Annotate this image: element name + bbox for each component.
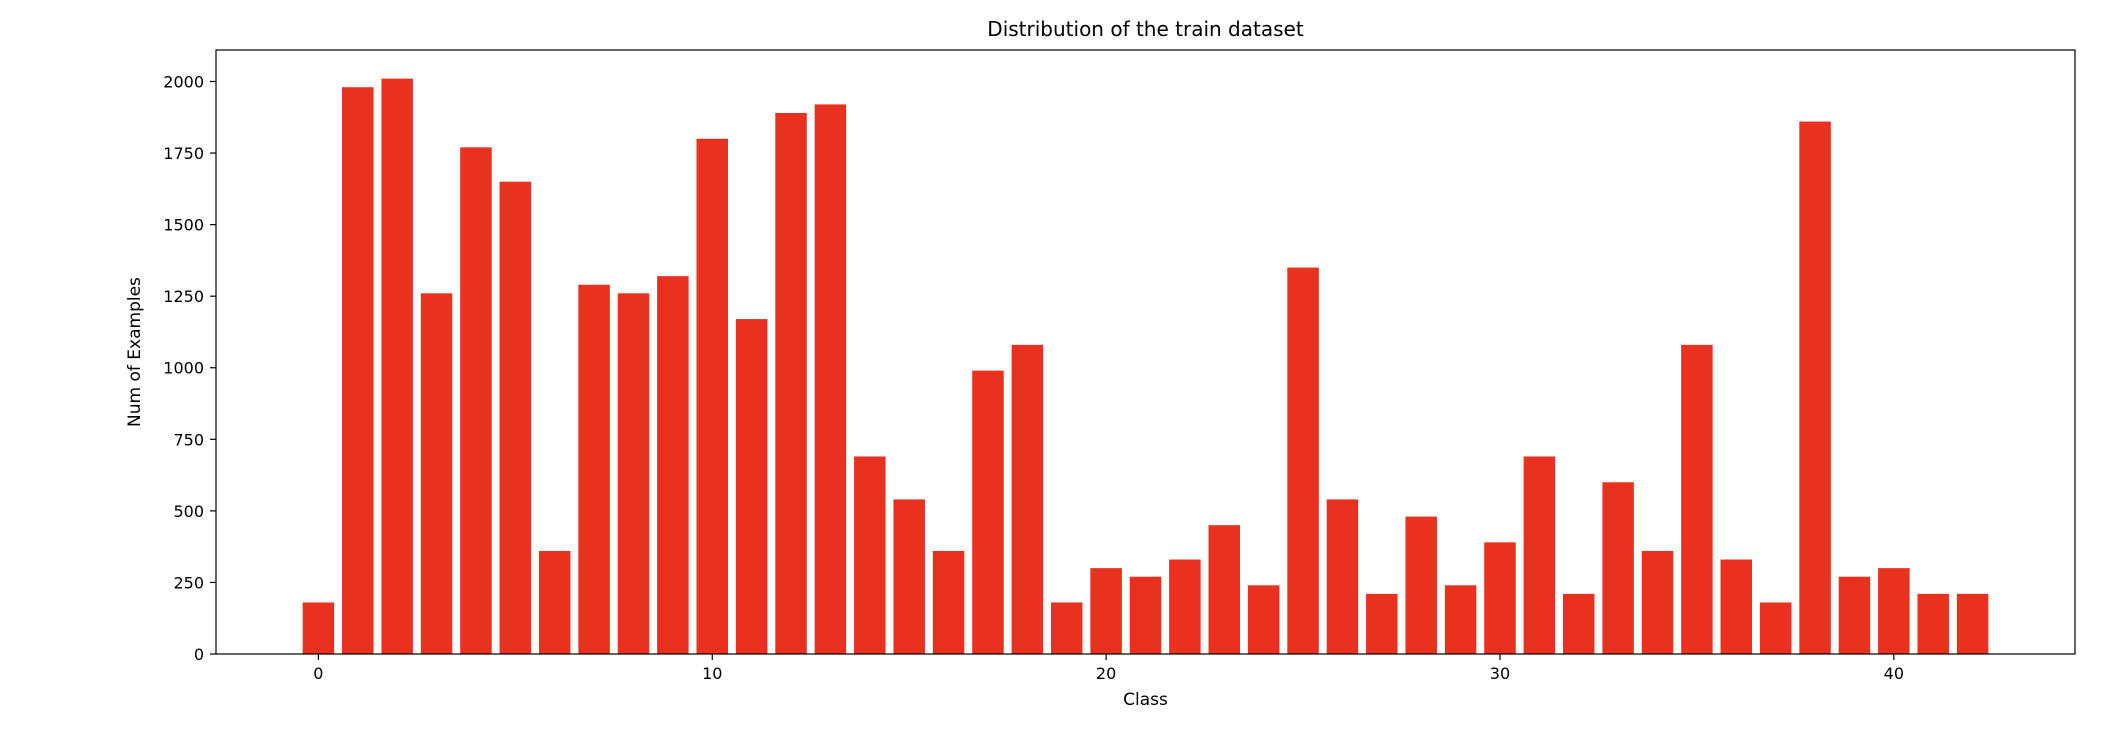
x-tick-label: 30 <box>1490 664 1510 683</box>
bar <box>1917 593 1949 654</box>
bar <box>1759 602 1792 654</box>
bar <box>1641 550 1674 654</box>
bar <box>1562 593 1595 654</box>
bar <box>342 87 374 655</box>
bar <box>1523 456 1556 654</box>
bar <box>1484 542 1516 654</box>
y-tick-label: 250 <box>173 573 204 592</box>
bar <box>1799 121 1831 655</box>
bar <box>538 550 571 654</box>
y-axis-title: Num of Examples <box>125 277 145 427</box>
bar <box>814 104 847 655</box>
y-tick-label: 1500 <box>163 216 204 235</box>
bar <box>460 147 492 654</box>
plot-frame <box>215 49 2076 655</box>
bar <box>1247 585 1280 654</box>
x-axis-ticks: 0 10 20 30 40 <box>313 654 1904 683</box>
bar <box>696 138 729 655</box>
bar <box>775 112 807 654</box>
bar <box>1720 559 1753 654</box>
bar <box>1956 593 1989 654</box>
bar <box>735 319 768 654</box>
bar <box>617 293 650 654</box>
x-tick-label: 0 <box>313 664 323 683</box>
bar <box>1050 602 1083 654</box>
y-tick-label: 1000 <box>163 359 204 378</box>
bar <box>972 370 1004 654</box>
bar <box>1090 568 1122 654</box>
bar <box>893 499 925 654</box>
bar <box>1444 585 1477 654</box>
bar <box>1878 568 1910 654</box>
x-tick-label: 20 <box>1096 664 1116 683</box>
bar <box>1169 559 1201 654</box>
bar <box>1681 344 1713 654</box>
bar <box>302 602 335 654</box>
bar <box>1011 344 1044 654</box>
bar <box>932 550 965 654</box>
y-tick-label: 500 <box>173 502 204 521</box>
bar <box>1838 576 1871 654</box>
y-axis-ticks: 0 250 500 750 1000 1250 1500 1750 2000 <box>163 72 216 664</box>
x-tick-label: 10 <box>702 664 722 683</box>
bar <box>1129 576 1162 654</box>
y-tick-label: 1250 <box>163 287 204 306</box>
bar <box>420 293 453 654</box>
bar <box>854 456 886 654</box>
bar <box>1366 593 1398 654</box>
bars <box>302 78 1989 655</box>
bar <box>499 181 532 654</box>
bar <box>1326 499 1359 654</box>
bar <box>578 284 610 654</box>
bar <box>1208 525 1241 654</box>
y-tick-label: 0 <box>194 645 204 664</box>
bar <box>657 276 689 654</box>
x-axis-title: Class <box>1123 690 1168 710</box>
chart-title: Distribution of the train dataset <box>987 17 1304 41</box>
y-tick-label: 750 <box>173 430 204 449</box>
x-tick-label: 40 <box>1884 664 1904 683</box>
bar <box>1287 267 1319 654</box>
y-tick-label: 1750 <box>163 144 204 163</box>
bar <box>381 78 413 654</box>
bar <box>1405 516 1437 654</box>
y-tick-label: 2000 <box>163 72 204 91</box>
bar <box>1602 482 1634 654</box>
